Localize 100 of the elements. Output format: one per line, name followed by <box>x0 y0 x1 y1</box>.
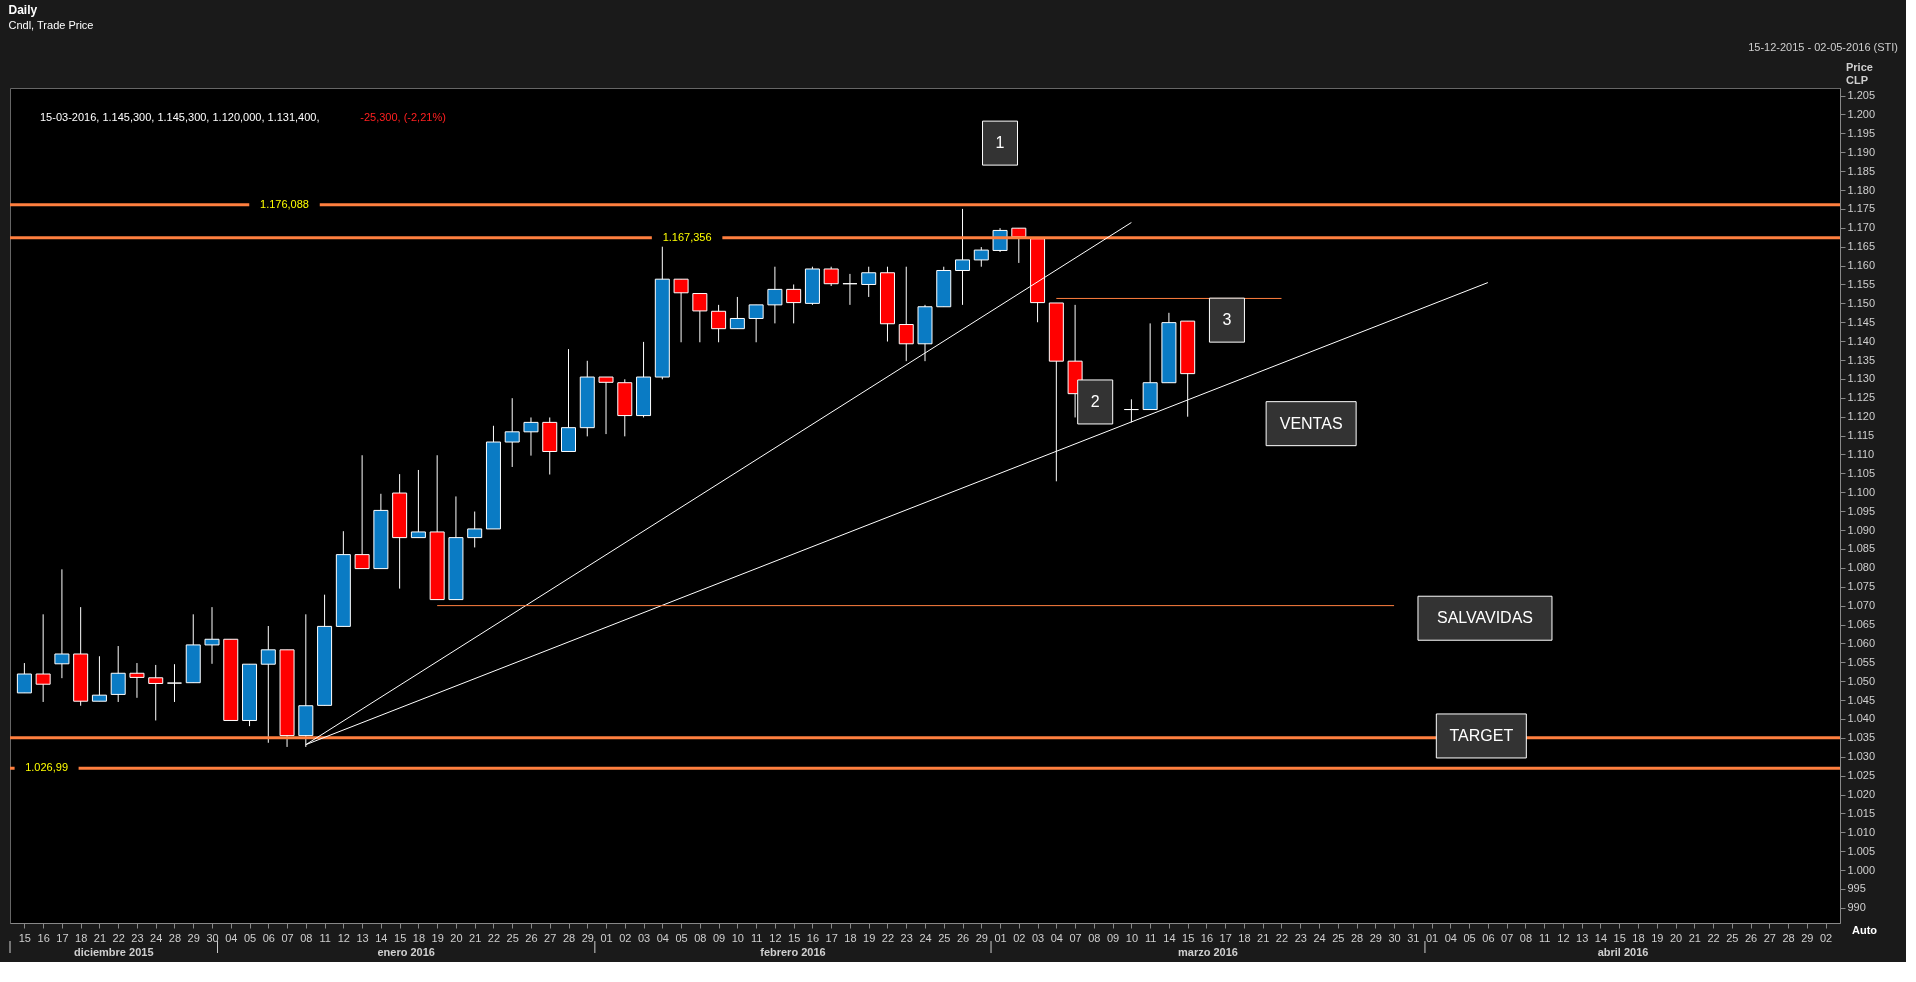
x-tick-label: 08 <box>1519 931 1533 944</box>
x-tick-label: 03 <box>637 931 651 944</box>
x-tick-label: 29 <box>1369 931 1382 944</box>
x-tick-label: 10 <box>1125 931 1139 944</box>
x-tick-label: 07 <box>281 931 294 944</box>
x-tick-label: 28 <box>562 931 576 944</box>
x-tick-label: 21 <box>1688 931 1701 944</box>
x-tick-label: 24 <box>1313 931 1326 944</box>
x-tick-label: 14 <box>1594 931 1608 944</box>
chart-title: Daily <box>8 3 38 17</box>
text: abril 2016 <box>1597 946 1649 958</box>
x-tick-label: 29 <box>187 931 200 944</box>
x-tick-label: 17 <box>825 931 838 944</box>
y-tick-label: 1.185 <box>1847 164 1876 177</box>
y-tick-label: 1.030 <box>1847 750 1876 763</box>
ref-line-label: 1.026,99 <box>25 761 69 774</box>
x-tick-label: 06 <box>1482 931 1495 944</box>
x-tick-label: 22 <box>487 931 501 944</box>
x-tick-label: 18 <box>1238 931 1251 944</box>
x-tick-label: 21 <box>93 931 107 944</box>
x-tick-label: 02 <box>1819 931 1833 944</box>
y-axis-title: Price CLP <box>1846 61 1873 86</box>
x-tick-label: 08 <box>300 931 313 944</box>
x-tick-label: 18 <box>75 931 88 944</box>
x-tick-label: 13 <box>1576 931 1589 944</box>
x-tick-label: 18 <box>844 931 857 944</box>
x-tick-label: 22 <box>112 931 125 944</box>
text: marzo 2016 <box>1178 946 1238 958</box>
y-tick-label: 1.080 <box>1847 561 1876 574</box>
x-tick-label: 01 <box>1425 931 1439 944</box>
chart-subtitle: Cndl, Trade Price <box>8 19 94 31</box>
x-tick-label: 23 <box>131 931 144 944</box>
x-tick-label: 23 <box>1294 931 1307 944</box>
y-tick-label: 1.110 <box>1847 447 1875 460</box>
x-tick-label: 04 <box>1050 931 1063 944</box>
x-tick-label: 30 <box>206 931 219 944</box>
annotation: 15-03-2016, 1.145,300, 1.145,300, 1.120,000, 1.131,400, <box>40 111 320 123</box>
x-tick-label: 17 <box>56 931 69 944</box>
text: febrero 2016 <box>760 946 826 958</box>
annotation: 2 <box>1090 392 1100 410</box>
y-tick-label: 1.140 <box>1847 334 1876 347</box>
x-tick-label: 18 <box>412 931 426 944</box>
y-tick-label: 1.160 <box>1847 259 1876 272</box>
x-tick-label: 02 <box>619 931 632 944</box>
x-tick-label: 15 <box>18 931 32 944</box>
x-tick-label: 08 <box>694 931 707 944</box>
x-tick-label: 18 <box>1632 931 1645 944</box>
x-tick-label: 05 <box>1463 931 1476 944</box>
x-tick-label: 15 <box>394 931 407 944</box>
y-tick-label: 1.195 <box>1847 126 1876 139</box>
x-tick-label: 22 <box>881 931 895 944</box>
x-tick-label: 09 <box>712 931 726 944</box>
x-tick-label: 05 <box>243 931 257 944</box>
y-tick-label: 1.035 <box>1847 731 1876 744</box>
y-tick-label: 1.075 <box>1847 580 1876 593</box>
x-tick-label: 20 <box>1669 931 1683 944</box>
x-tick-label: 07 <box>1501 931 1514 944</box>
y-tick-label: 1.060 <box>1847 636 1876 649</box>
y-tick-label: 1.200 <box>1847 107 1876 120</box>
y-tick-label: 1.125 <box>1847 391 1876 404</box>
y-tick-label: 1.015 <box>1847 806 1876 819</box>
x-tick-label: 25 <box>938 931 951 944</box>
annotation: 1 <box>995 134 1005 152</box>
x-tick-label: 15 <box>1182 931 1195 944</box>
y-tick-label: 1.005 <box>1847 844 1876 857</box>
x-tick-label: 16 <box>1200 931 1214 944</box>
y-tick-label: 1.040 <box>1847 712 1876 725</box>
x-tick-label: 24 <box>150 931 163 944</box>
x-tick-label: 21 <box>469 931 482 944</box>
x-tick-label: 15 <box>788 931 801 944</box>
x-tick-label: 26 <box>956 931 970 944</box>
x-tick-label: 02 <box>1013 931 1026 944</box>
x-tick-label: 01 <box>600 931 613 944</box>
y-tick-label: 1.055 <box>1847 655 1876 668</box>
x-tick-label: 31 <box>1407 931 1420 944</box>
x-tick-label: 04 <box>656 931 669 944</box>
x-tick-label: 29 <box>581 931 594 944</box>
x-tick-label: 12 <box>1557 931 1570 944</box>
ref-line-label: 1.176,088 <box>260 197 309 210</box>
x-tick-label: 15 <box>1613 931 1626 944</box>
x-tick-label: 22 <box>1275 931 1289 944</box>
y-tick-label: 1.130 <box>1847 372 1876 385</box>
x-tick-label: 11 <box>1538 931 1551 944</box>
y-tick-label: 1.090 <box>1847 523 1876 536</box>
ref-line-label: 1.167,356 <box>662 230 712 243</box>
y-tick-label: 1.105 <box>1847 466 1876 479</box>
y-tick-label: 1.085 <box>1847 542 1876 555</box>
x-tick-label: 30 <box>1388 931 1401 944</box>
y-tick-label: 1.155 <box>1847 277 1876 290</box>
y-tick-label: 1.020 <box>1847 788 1876 801</box>
x-tick-label: 21 <box>1257 931 1270 944</box>
y-tick-label: 1.135 <box>1847 353 1876 366</box>
text: enero 2016 <box>377 946 435 958</box>
x-tick-label: 23 <box>900 931 913 944</box>
y-tick-label: 1.100 <box>1847 485 1876 498</box>
x-tick-label: 01 <box>994 931 1007 944</box>
x-tick-label: 04 <box>1444 931 1457 944</box>
x-tick-label: 20 <box>450 931 463 944</box>
x-tick-label: 19 <box>863 931 876 944</box>
x-tick-label: 28 <box>1782 931 1795 944</box>
